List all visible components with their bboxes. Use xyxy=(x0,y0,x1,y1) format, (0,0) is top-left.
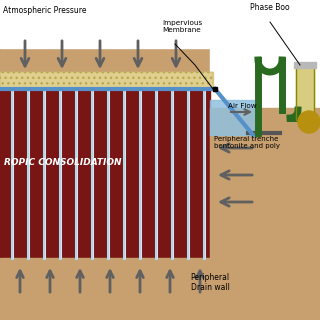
Bar xyxy=(210,0,320,110)
Text: Peripheral
Drain wall: Peripheral Drain wall xyxy=(190,273,229,292)
Circle shape xyxy=(301,114,317,130)
Text: Impervious
Membrane: Impervious Membrane xyxy=(162,20,202,33)
Circle shape xyxy=(307,120,311,124)
Text: Atmospheric Pressure: Atmospheric Pressure xyxy=(3,6,86,15)
Polygon shape xyxy=(210,100,255,135)
Bar xyxy=(0,0,320,48)
Bar xyxy=(296,65,314,120)
Bar xyxy=(210,108,320,260)
Text: Air Flow: Air Flow xyxy=(228,103,257,109)
Bar xyxy=(0,72,213,89)
Bar xyxy=(0,0,320,48)
Text: ROPIC CONSOLIDATION: ROPIC CONSOLIDATION xyxy=(4,158,122,167)
Bar xyxy=(0,72,213,89)
Text: Peripheral trenche
bentonite and poly: Peripheral trenche bentonite and poly xyxy=(214,136,280,149)
Bar xyxy=(294,62,316,68)
Bar xyxy=(296,65,314,120)
Bar xyxy=(0,258,210,293)
Text: Vacuum Ga
Phase Boo: Vacuum Ga Phase Boo xyxy=(250,0,294,12)
Bar xyxy=(0,85,210,260)
Circle shape xyxy=(304,117,314,127)
Circle shape xyxy=(298,111,320,133)
